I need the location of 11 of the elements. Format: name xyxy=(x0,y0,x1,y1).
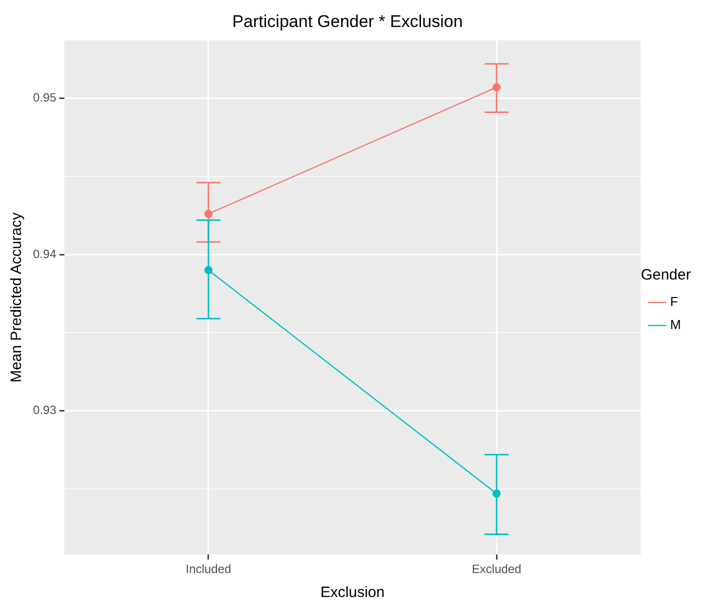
y-axis-title: Mean Predicted Accuracy xyxy=(8,212,26,383)
y-tick-label: 0.94 xyxy=(32,246,57,261)
x-tick-label: Included xyxy=(186,562,232,576)
y-tick-label: 0.93 xyxy=(32,403,57,418)
chart-title: Participant Gender * Exclusion xyxy=(232,12,463,31)
x-tick-label: Excluded xyxy=(472,562,522,576)
x-axis-title: Exclusion xyxy=(320,584,385,602)
legend-label: F xyxy=(670,294,678,310)
legend-label: M xyxy=(670,317,682,332)
legend-title: Gender xyxy=(640,266,691,284)
y-tick-label: 0.95 xyxy=(32,90,57,105)
